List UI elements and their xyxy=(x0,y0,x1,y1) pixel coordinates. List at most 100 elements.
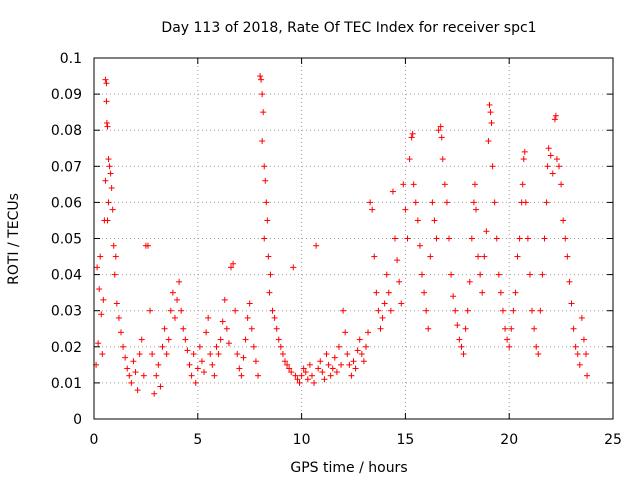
data-point xyxy=(147,307,154,314)
data-point xyxy=(406,156,413,163)
data-point xyxy=(454,322,461,329)
x-tick-label: 0 xyxy=(90,432,99,448)
data-point xyxy=(213,343,220,350)
plot-frame xyxy=(93,57,614,420)
data-point xyxy=(306,361,313,368)
data-point xyxy=(155,361,162,368)
data-point xyxy=(394,257,401,264)
data-point xyxy=(429,199,436,206)
data-point xyxy=(531,325,538,332)
data-point xyxy=(456,336,463,343)
data-point xyxy=(433,235,440,242)
data-point xyxy=(547,152,554,159)
data-point xyxy=(356,336,363,343)
data-point xyxy=(184,347,191,354)
data-point xyxy=(327,372,334,379)
data-point xyxy=(560,217,567,224)
data-point xyxy=(529,307,536,314)
data-point xyxy=(514,253,521,260)
data-point xyxy=(300,365,307,372)
data-point xyxy=(261,235,268,242)
data-point xyxy=(236,365,243,372)
y-tick-label: 0.07 xyxy=(51,159,82,175)
data-point xyxy=(106,163,113,170)
x-tick-label: 5 xyxy=(193,432,202,448)
data-point xyxy=(566,278,573,285)
data-point xyxy=(502,325,509,332)
data-point xyxy=(104,123,111,130)
data-point xyxy=(358,351,365,358)
data-point xyxy=(383,271,390,278)
data-point xyxy=(512,289,519,296)
data-point xyxy=(448,271,455,278)
data-point xyxy=(167,307,174,314)
data-point xyxy=(408,134,415,141)
y-tick-label: 0.02 xyxy=(51,340,82,356)
data-point xyxy=(174,296,181,303)
data-point xyxy=(470,199,477,206)
data-point xyxy=(335,343,342,350)
data-point xyxy=(97,253,104,260)
data-point xyxy=(539,271,546,278)
data-point xyxy=(524,235,531,242)
data-point xyxy=(294,376,301,383)
data-point xyxy=(207,351,214,358)
data-point xyxy=(414,217,421,224)
x-tick-label: 25 xyxy=(604,432,622,448)
data-point xyxy=(435,127,442,134)
data-point xyxy=(402,206,409,213)
data-point xyxy=(344,351,351,358)
chart-title: Day 113 of 2018, Rate Of TEC Index for r… xyxy=(161,20,536,36)
data-point xyxy=(263,199,270,206)
data-point xyxy=(381,300,388,307)
data-point xyxy=(342,329,349,336)
data-point xyxy=(584,372,591,379)
data-point xyxy=(458,343,465,350)
data-point xyxy=(558,181,565,188)
data-point xyxy=(111,271,118,278)
data-point xyxy=(535,351,542,358)
data-point xyxy=(134,387,141,394)
x-tick-label: 15 xyxy=(396,432,414,448)
data-point xyxy=(365,329,372,336)
data-point xyxy=(304,376,311,383)
data-point xyxy=(258,76,265,83)
data-point xyxy=(317,358,324,365)
data-point xyxy=(259,91,266,98)
scatter-points xyxy=(93,73,591,397)
data-point xyxy=(271,314,278,321)
data-point xyxy=(275,336,282,343)
y-tick-label: 0 xyxy=(73,412,82,428)
data-point xyxy=(240,354,247,361)
data-point xyxy=(279,351,286,358)
data-point xyxy=(319,369,326,376)
data-point xyxy=(443,199,450,206)
data-point xyxy=(472,206,479,213)
data-point xyxy=(267,271,274,278)
data-point xyxy=(196,343,203,350)
data-point xyxy=(217,336,224,343)
data-point xyxy=(519,181,526,188)
data-point xyxy=(302,369,309,376)
data-point xyxy=(520,156,527,163)
data-point xyxy=(100,296,107,303)
data-point xyxy=(329,365,336,372)
data-point xyxy=(176,278,183,285)
data-point xyxy=(182,336,189,343)
data-point xyxy=(180,325,187,332)
data-point xyxy=(398,300,405,307)
data-point xyxy=(338,361,345,368)
data-point xyxy=(113,300,120,307)
data-point xyxy=(491,199,498,206)
data-point xyxy=(487,109,494,116)
data-point xyxy=(578,314,585,321)
data-point xyxy=(138,336,145,343)
data-point xyxy=(354,347,361,354)
data-point xyxy=(192,379,199,386)
data-point xyxy=(264,217,271,224)
data-point xyxy=(190,351,197,358)
data-point xyxy=(486,101,493,108)
data-point xyxy=(570,325,577,332)
data-point xyxy=(165,336,172,343)
